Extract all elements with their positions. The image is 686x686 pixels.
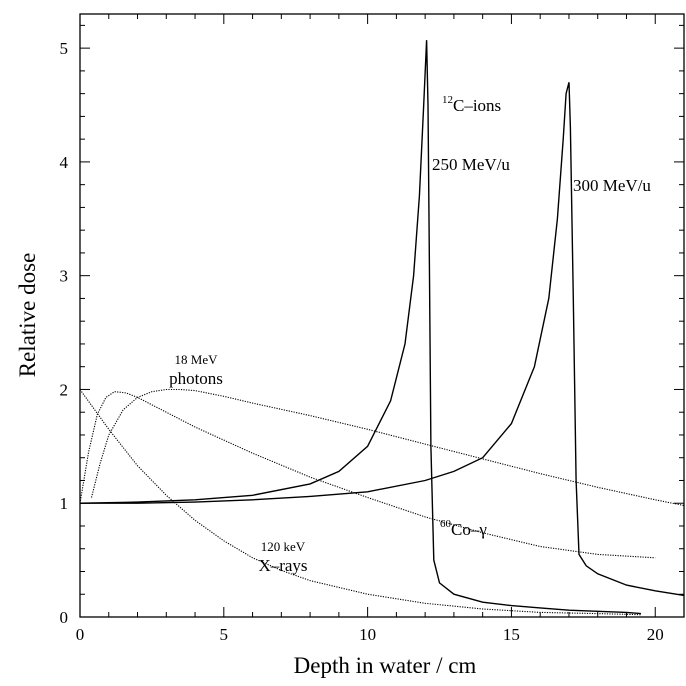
curves xyxy=(79,40,685,616)
y-tick-label: 3 xyxy=(60,267,69,286)
x-tick-label: 15 xyxy=(503,625,520,644)
plot-frame xyxy=(79,13,685,618)
y-tick-label: 0 xyxy=(60,608,69,627)
y-tick-label: 4 xyxy=(60,153,69,172)
y-tick-label: 2 xyxy=(60,380,69,399)
curve-co60-gamma xyxy=(79,391,656,559)
label-carbon-ions: 12C–ions xyxy=(442,94,501,115)
label-120-kev: 120 keV xyxy=(261,539,306,554)
x-tick-label: 10 xyxy=(359,625,376,644)
x-tick-label: 5 xyxy=(220,625,229,644)
label-250-mev-u: 250 MeV/u xyxy=(432,155,510,174)
x-axis-title: Depth in water / cm xyxy=(294,653,477,678)
label-co60-gamma: 60Co–γ xyxy=(440,518,487,539)
tick-labels: 0 5 10 15 20 0 1 2 3 4 5 xyxy=(60,39,664,644)
axis-ticks xyxy=(79,14,685,618)
curve-photons-18mev xyxy=(90,388,685,507)
label-300-mev-u: 300 MeV/u xyxy=(573,176,651,195)
label-x-rays: X–rays xyxy=(258,556,307,575)
curve-c300 xyxy=(80,82,685,597)
y-tick-label: 5 xyxy=(60,39,69,58)
label-18-mev: 18 MeV xyxy=(175,352,219,367)
label-photons: photons xyxy=(169,369,223,388)
y-axis-title: Relative dose xyxy=(15,253,40,378)
x-tick-label: 0 xyxy=(76,625,85,644)
y-tick-label: 1 xyxy=(60,494,69,513)
x-tick-label: 20 xyxy=(647,625,664,644)
curve-c250 xyxy=(79,40,641,615)
